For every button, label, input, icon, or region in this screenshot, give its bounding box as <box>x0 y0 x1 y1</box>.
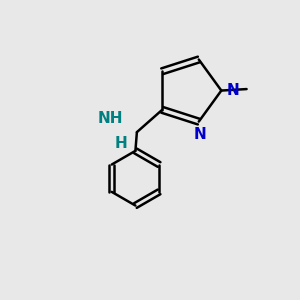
Text: H: H <box>114 136 127 151</box>
Text: N: N <box>227 83 239 98</box>
Text: NH: NH <box>98 111 124 126</box>
Text: N: N <box>194 127 207 142</box>
